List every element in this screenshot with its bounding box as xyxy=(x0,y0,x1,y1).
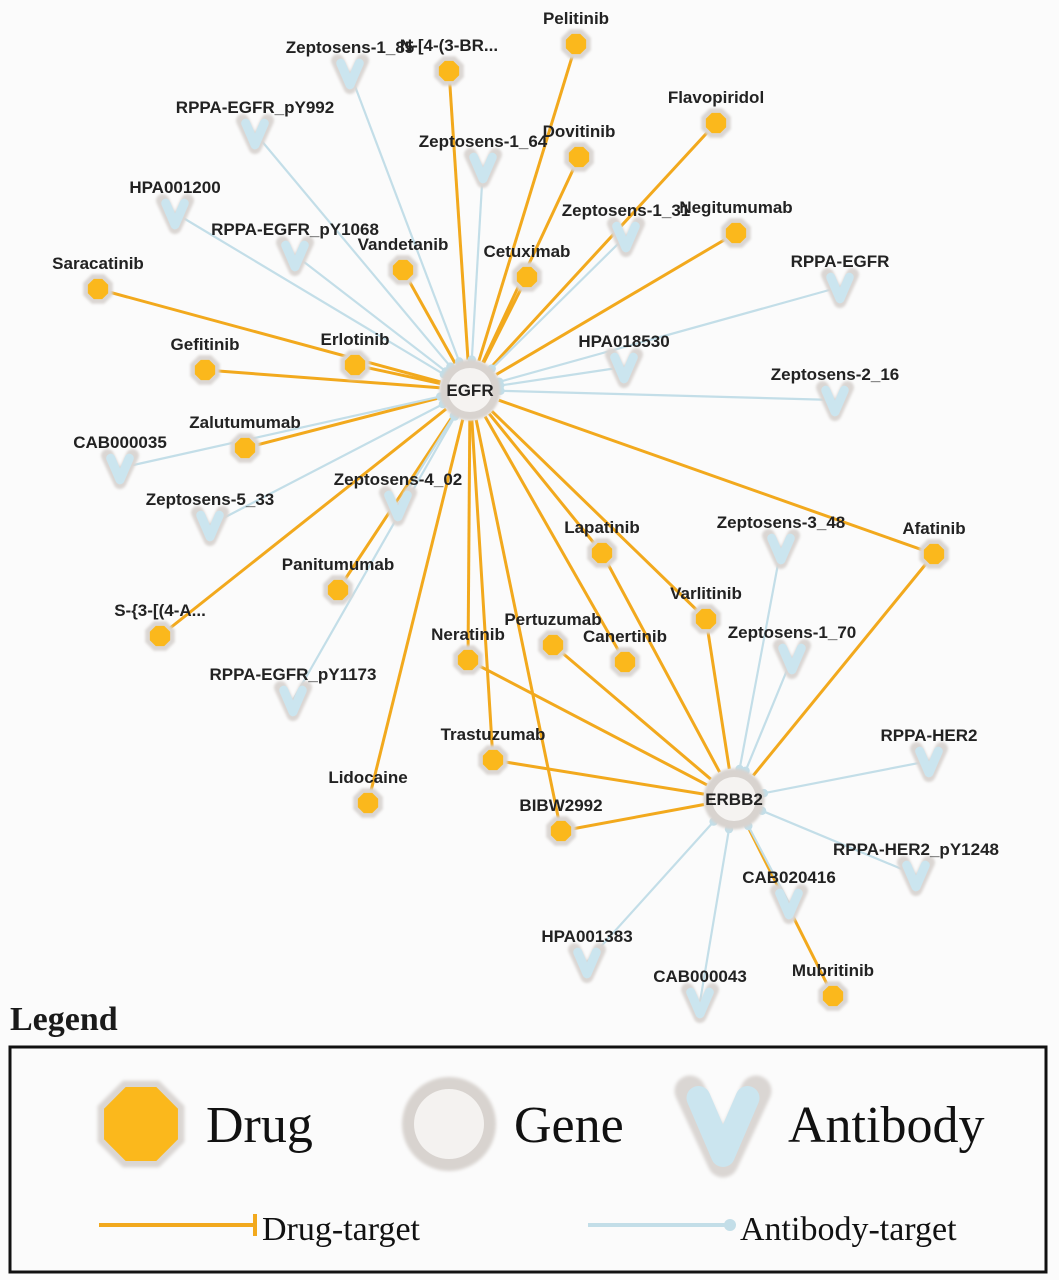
svg-text:Pelitinib: Pelitinib xyxy=(543,9,609,28)
svg-text:Mubritinib: Mubritinib xyxy=(792,961,874,980)
svg-text:Zeptosens-2_16: Zeptosens-2_16 xyxy=(771,365,900,384)
svg-text:EGFR: EGFR xyxy=(446,381,493,400)
svg-text:HPA001383: HPA001383 xyxy=(541,927,632,946)
svg-text:RPPA-EGFR_pY992: RPPA-EGFR_pY992 xyxy=(176,98,334,117)
svg-text:CAB020416: CAB020416 xyxy=(742,868,836,887)
svg-text:Lapatinib: Lapatinib xyxy=(564,518,640,537)
svg-text:CAB000035: CAB000035 xyxy=(73,433,167,452)
svg-text:HPA001200: HPA001200 xyxy=(129,178,220,197)
svg-text:Varlitinib: Varlitinib xyxy=(670,584,742,603)
svg-text:Cetuximab: Cetuximab xyxy=(484,242,571,261)
svg-text:Canertinib: Canertinib xyxy=(583,627,667,646)
svg-text:Erlotinib: Erlotinib xyxy=(321,330,390,349)
svg-text:Zeptosens-1_85: Zeptosens-1_85 xyxy=(286,38,415,57)
svg-text:Legend: Legend xyxy=(10,1001,118,1038)
svg-text:Trastuzumab: Trastuzumab xyxy=(441,725,546,744)
svg-text:Flavopiridol: Flavopiridol xyxy=(668,88,764,107)
svg-text:RPPA-EGFR: RPPA-EGFR xyxy=(791,252,890,271)
svg-text:RPPA-HER2: RPPA-HER2 xyxy=(881,726,978,745)
svg-text:Zeptosens-1_64: Zeptosens-1_64 xyxy=(419,132,548,151)
svg-text:Lidocaine: Lidocaine xyxy=(328,768,407,787)
svg-text:Antibody-target: Antibody-target xyxy=(740,1211,957,1248)
svg-text:N-[4-(3-BR...: N-[4-(3-BR... xyxy=(400,36,498,55)
svg-text:Gefitinib: Gefitinib xyxy=(171,335,240,354)
svg-text:Afatinib: Afatinib xyxy=(902,519,965,538)
svg-text:Gene: Gene xyxy=(514,1097,624,1154)
svg-text:Zalutumumab: Zalutumumab xyxy=(189,413,300,432)
svg-text:Dovitinib: Dovitinib xyxy=(543,122,616,141)
svg-text:RPPA-EGFR_pY1173: RPPA-EGFR_pY1173 xyxy=(210,665,377,684)
svg-text:BIBW2992: BIBW2992 xyxy=(519,796,602,815)
svg-text:Negitumumab: Negitumumab xyxy=(679,198,792,217)
svg-text:Zeptosens-5_33: Zeptosens-5_33 xyxy=(146,490,275,509)
svg-text:ERBB2: ERBB2 xyxy=(705,790,763,809)
svg-text:Neratinib: Neratinib xyxy=(431,625,505,644)
svg-text:CAB000043: CAB000043 xyxy=(653,967,747,986)
svg-text:Zeptosens-1_70: Zeptosens-1_70 xyxy=(728,623,857,642)
svg-text:Drug: Drug xyxy=(206,1097,313,1154)
svg-text:HPA018530: HPA018530 xyxy=(578,332,669,351)
svg-text:Zeptosens-1_31: Zeptosens-1_31 xyxy=(562,201,691,220)
svg-text:S-{3-[(4-A...: S-{3-[(4-A... xyxy=(114,601,206,620)
svg-text:Zeptosens-3_48: Zeptosens-3_48 xyxy=(717,513,846,532)
svg-text:Antibody: Antibody xyxy=(788,1097,984,1154)
svg-text:RPPA-HER2_pY1248: RPPA-HER2_pY1248 xyxy=(833,840,999,859)
svg-text:Panitumumab: Panitumumab xyxy=(282,555,394,574)
svg-text:Zeptosens-4_02: Zeptosens-4_02 xyxy=(334,470,463,489)
svg-text:RPPA-EGFR_pY1068: RPPA-EGFR_pY1068 xyxy=(211,220,379,239)
svg-text:Drug-target: Drug-target xyxy=(262,1211,421,1248)
svg-text:Saracatinib: Saracatinib xyxy=(52,254,144,273)
